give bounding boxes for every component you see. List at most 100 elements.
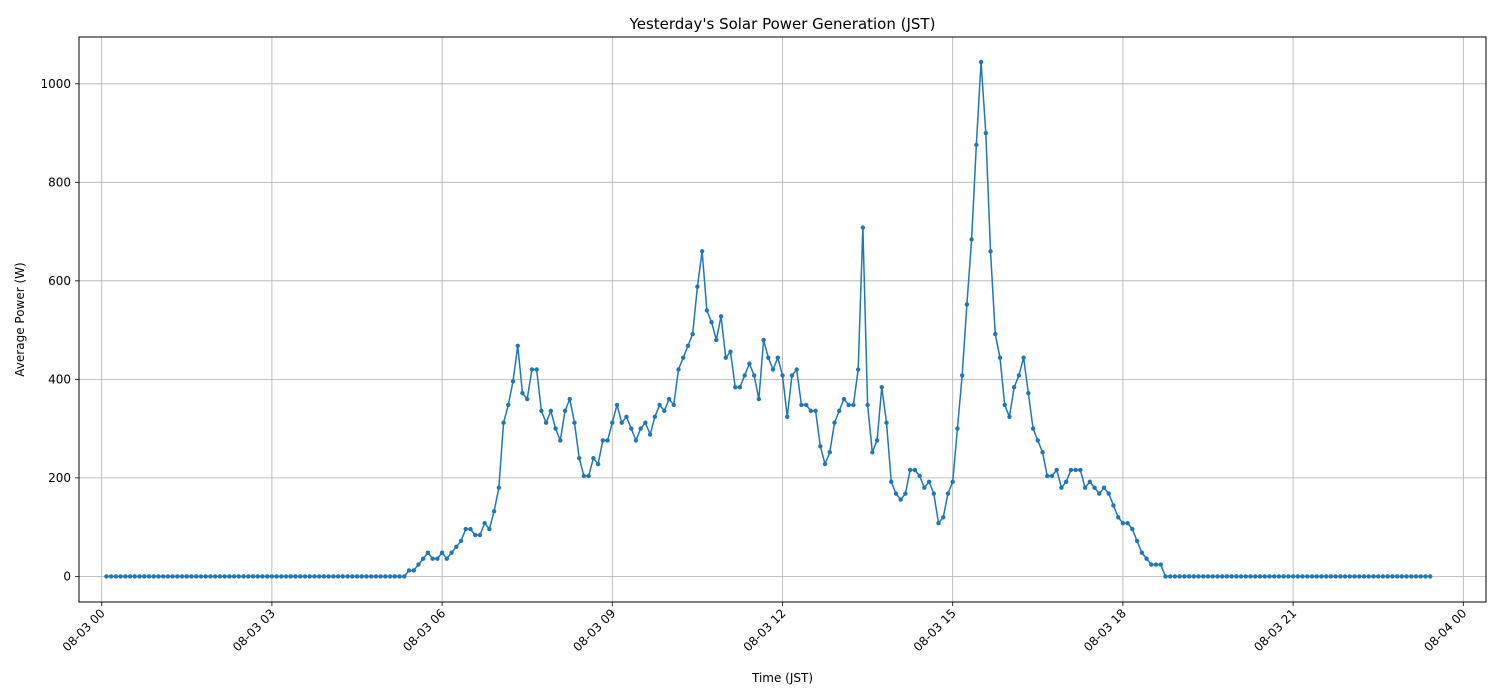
data-point [146, 574, 152, 579]
data-point [1120, 520, 1126, 526]
data-point [865, 402, 870, 408]
data-point [832, 420, 837, 425]
data-point [988, 249, 993, 254]
data-point [255, 574, 260, 579]
data-point [1286, 574, 1291, 579]
data-point [383, 574, 388, 579]
data-point [1182, 574, 1187, 579]
data-point [368, 574, 374, 579]
data-point [742, 373, 747, 378]
data-point [350, 574, 355, 579]
data-point [1253, 574, 1258, 579]
data-point [993, 331, 998, 337]
data-point [709, 320, 714, 325]
data-point [1153, 562, 1159, 567]
data-point [1371, 574, 1376, 579]
data-point [558, 438, 563, 443]
data-point [926, 479, 932, 485]
data-point [449, 550, 454, 555]
data-point [884, 420, 889, 425]
data-point [638, 426, 643, 431]
data-point [1196, 574, 1201, 579]
data-point [1262, 574, 1267, 579]
data-point [1144, 556, 1149, 561]
data-point [108, 574, 114, 579]
data-point [189, 574, 194, 579]
data-point [1097, 491, 1102, 496]
data-point [411, 568, 416, 573]
data-point [1134, 538, 1140, 544]
data-point [1007, 414, 1012, 419]
data-point [113, 574, 119, 579]
data-point [1219, 574, 1225, 579]
data-point [789, 373, 795, 378]
data-point [614, 402, 620, 408]
data-point [1002, 402, 1007, 408]
data-point [567, 396, 572, 402]
data-point [1016, 373, 1022, 378]
data-point [236, 574, 241, 579]
data-point [1399, 574, 1405, 579]
data-point [1059, 485, 1064, 490]
x-axis-title: Time (JST) [751, 671, 813, 685]
data-point [917, 473, 922, 479]
data-point [605, 438, 610, 443]
data-point [1068, 467, 1074, 473]
data-point [893, 491, 899, 496]
data-point [534, 367, 539, 372]
data-point [1087, 479, 1093, 485]
data-point [1394, 574, 1400, 579]
y-tick-label: 0 [63, 569, 71, 583]
data-point [543, 420, 549, 425]
data-point [1139, 550, 1145, 555]
data-point [959, 373, 965, 378]
data-point [941, 515, 946, 520]
data-point [704, 308, 710, 313]
data-point [1413, 574, 1419, 579]
data-point [562, 408, 568, 414]
data-point [747, 361, 752, 366]
data-point [387, 574, 393, 579]
y-tick-label: 200 [48, 471, 71, 485]
data-point [444, 556, 450, 561]
data-point [302, 574, 308, 579]
data-point [264, 574, 270, 579]
data-point [378, 574, 383, 579]
data-point [1035, 438, 1041, 443]
data-point [175, 574, 180, 579]
data-point [397, 574, 402, 579]
data-point [1418, 574, 1423, 579]
data-point [586, 473, 591, 479]
data-point [165, 574, 171, 579]
data-point [1078, 467, 1083, 473]
data-point [212, 574, 218, 579]
data-point [548, 408, 554, 414]
data-point [855, 367, 861, 372]
data-point [1295, 574, 1301, 579]
data-point [978, 59, 984, 65]
data-point [463, 526, 468, 532]
data-point [539, 408, 544, 414]
data-point [647, 432, 653, 437]
data-point [997, 355, 1003, 360]
data-point [813, 408, 818, 414]
data-point [179, 574, 185, 579]
data-point [1191, 574, 1197, 579]
chart-title: Yesterday's Solar Power Generation (JST) [629, 15, 936, 33]
data-point [619, 420, 624, 425]
data-point [506, 402, 511, 408]
y-tick-label: 400 [48, 372, 71, 386]
data-point [515, 343, 520, 349]
data-point [761, 337, 766, 343]
data-point [870, 450, 875, 455]
data-point [837, 408, 842, 414]
data-point [501, 420, 506, 425]
data-point [260, 574, 265, 579]
data-point [118, 574, 123, 579]
data-point [685, 343, 691, 349]
data-point [194, 574, 199, 579]
data-point [633, 438, 639, 443]
data-point [652, 414, 658, 419]
data-point [1357, 574, 1362, 579]
